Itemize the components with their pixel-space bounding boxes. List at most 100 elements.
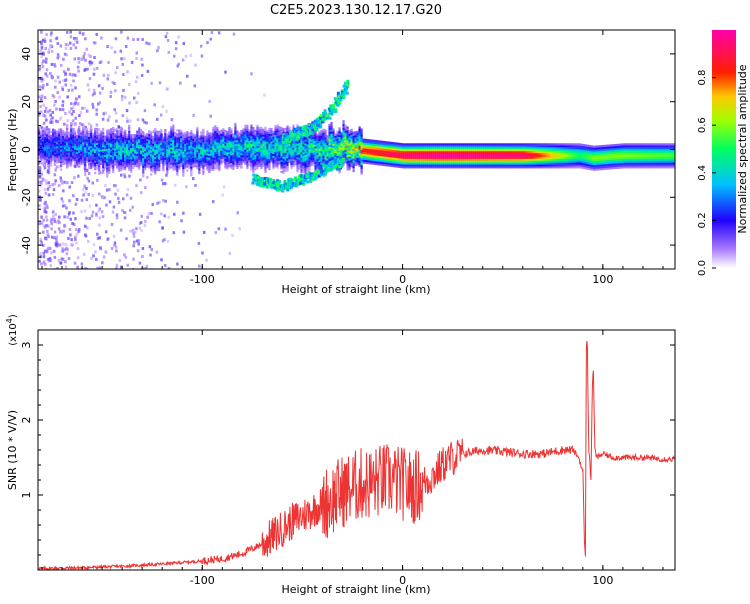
spectrogram-ridge-cell: [224, 141, 227, 144]
spectrogram-ridge-cell: [346, 143, 349, 146]
spectrogram-ridge-cell: [206, 158, 209, 162]
spectrogram-ridge-cell: [310, 150, 313, 153]
spectrogram-ridge-cell: [380, 154, 383, 157]
spectrogram-ridge-cell: [248, 150, 251, 153]
spectrogram-ridge-cell: [330, 127, 333, 130]
spectrogram-ridge-cell: [356, 149, 359, 153]
spectrogram-ridge-cell: [364, 150, 367, 153]
spectrogram-ridge-cell: [410, 154, 413, 157]
spectrogram-ridge-cell: [476, 147, 479, 150]
spectrogram-noise-cell: [53, 220, 57, 224]
spectrogram-ridge-cell: [114, 148, 117, 151]
spectrogram-noise-cell: [39, 110, 43, 114]
spectrogram-ridge-cell: [352, 169, 355, 173]
spectrogram-ridge-cell: [392, 145, 395, 149]
spectrogram-ridge-cell: [140, 132, 143, 136]
spectrogram-ridge-cell: [200, 140, 203, 144]
spectrogram-ridge-cell: [192, 150, 195, 153]
spectrogram-ridge-cell: [368, 152, 371, 155]
spectrogram-ridge-cell: [218, 161, 221, 164]
spectrogram-ridge-cell: [84, 135, 87, 138]
spectrogram-ridge-cell: [234, 141, 237, 145]
spectrogram-ridge-cell: [78, 139, 81, 142]
spectrogram-ridge-cell: [44, 163, 47, 166]
spectrogram-ridge-cell: [246, 159, 249, 162]
spectrogram-ridge-cell: [276, 158, 279, 162]
spectrogram-ridge-cell: [114, 153, 117, 157]
spectrogram-ridge-cell: [286, 161, 289, 165]
spectrogram-ridge-cell: [92, 142, 95, 145]
spectrogram-ridge-cell: [362, 159, 365, 162]
spectrogram-ridge-cell: [190, 147, 193, 150]
spectrogram-ridge-cell: [284, 148, 287, 151]
spectrogram-noise-cell: [89, 55, 92, 59]
spectrogram-ridge-cell: [328, 127, 331, 130]
spectrogram-ridge-cell: [188, 149, 191, 152]
spectrogram-ridge-cell: [184, 132, 187, 135]
spectrogram-noise-cell: [104, 111, 108, 115]
spectrogram-ridge-cell: [328, 142, 331, 146]
spectrogram-ridge-cell: [214, 144, 217, 147]
spectrogram-noise-cell: [231, 234, 234, 238]
spectrogram-ridge-cell: [208, 140, 211, 143]
spectrogram-ridge-cell: [390, 143, 393, 146]
spectrogram-ridge-cell: [320, 145, 323, 148]
spectrogram-ridge-cell: [424, 164, 427, 167]
spectrogram-ridge-cell: [254, 167, 257, 171]
spectrogram-ridge-cell: [256, 151, 259, 154]
spectrogram-noise-cell: [157, 46, 160, 50]
spectrogram-ridge-cell: [294, 144, 297, 147]
spectrogram-ridge-cell: [220, 158, 223, 161]
spectrogram-ridge-cell: [332, 137, 335, 141]
spectrogram-ridge-cell: [46, 132, 49, 135]
spectrogram-noise-cell: [82, 32, 85, 36]
spectrogram-ridge-cell: [378, 144, 381, 147]
spectrogram-ridge-cell: [344, 151, 347, 154]
spectrogram-ridge-cell: [204, 141, 207, 144]
spectrogram-ridge-cell: [330, 158, 333, 161]
spectrogram-ridge-cell: [272, 140, 275, 143]
spectrogram-ridge-cell: [302, 140, 305, 143]
spectrogram-ridge-cell: [90, 142, 93, 145]
spectrogram-ridge-cell: [436, 152, 439, 156]
spectrogram-ridge-cell: [264, 145, 267, 149]
spectrogram-ridge-cell: [170, 131, 173, 135]
spectrogram-ridge-cell: [64, 133, 67, 136]
spectrogram-ridge-cell: [320, 147, 323, 150]
spectrogram-noise-cell: [110, 222, 114, 226]
spectrogram-ridge-cell: [416, 154, 419, 157]
spectrogram-ridge-cell: [444, 162, 447, 165]
spectrogram-ridge-cell: [322, 138, 325, 141]
spectrogram-ridge-cell: [46, 143, 49, 146]
spectrogram-ridge-cell: [240, 153, 243, 156]
spectrogram-ridge-cell: [304, 145, 307, 148]
spectrogram-ridge-cell: [278, 162, 281, 165]
spectrogram-ridge-cell: [292, 145, 295, 148]
spectrogram-ridge-cell: [108, 148, 111, 151]
spectrogram-ridge-cell: [106, 160, 109, 163]
spectrogram-ridge-cell: [176, 163, 179, 167]
spectrogram-ridge-cell: [260, 142, 263, 145]
spectrogram-ridge-cell: [48, 165, 51, 168]
spectrogram-ridge-cell: [192, 140, 195, 143]
spectrogram-ridge-cell: [128, 153, 131, 156]
spectrogram-noise-cell: [73, 37, 76, 41]
spectrogram-ridge-cell: [206, 145, 209, 148]
spectrogram-ridge-cell: [430, 160, 433, 163]
spectrogram-ridge-cell: [234, 130, 237, 133]
spectrogram-ridge-cell: [84, 158, 87, 161]
spectrogram-ridge-cell: [116, 166, 119, 169]
spectrogram-noise-cell: [72, 211, 75, 215]
spectrogram-ridge-cell: [262, 138, 265, 141]
spectrogram-ridge-cell: [186, 155, 189, 159]
spectrogram-ridge-cell: [38, 132, 41, 135]
spectrogram-ridge-cell: [130, 143, 133, 146]
spectrogram-ridge-cell: [162, 153, 165, 157]
spectrogram-noise-cell: [95, 32, 98, 36]
spectrogram-ridge-cell: [214, 140, 217, 143]
spectrogram-ridge-cell: [128, 164, 131, 168]
spectrogram-noise-cell: [88, 122, 91, 126]
spectrogram-ridge-cell: [260, 147, 263, 151]
spectrogram-ridge-cell: [118, 165, 121, 169]
spectrogram-ridge-cell: [362, 138, 365, 141]
